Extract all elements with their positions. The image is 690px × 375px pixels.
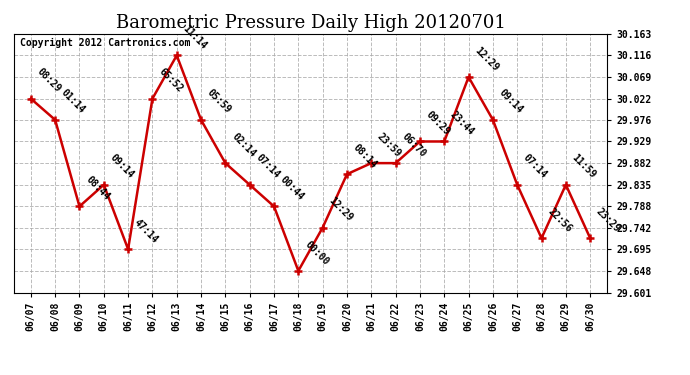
- Text: 06:70: 06:70: [400, 131, 428, 159]
- Text: 47:14: 47:14: [132, 217, 160, 245]
- Text: 02:14: 02:14: [230, 131, 257, 159]
- Text: 11:59: 11:59: [570, 153, 598, 181]
- Text: 09:14: 09:14: [108, 153, 136, 181]
- Text: 23:59: 23:59: [375, 131, 404, 159]
- Text: 23:44: 23:44: [448, 110, 476, 137]
- Title: Barometric Pressure Daily High 20120701: Barometric Pressure Daily High 20120701: [115, 14, 506, 32]
- Text: 07:14: 07:14: [522, 153, 549, 181]
- Text: 09:14: 09:14: [497, 88, 525, 116]
- Text: 23:29: 23:29: [594, 206, 622, 234]
- Text: 00:00: 00:00: [302, 239, 331, 267]
- Text: 65:52: 65:52: [157, 67, 184, 94]
- Text: 09:29: 09:29: [424, 110, 452, 137]
- Text: 12:29: 12:29: [473, 45, 500, 73]
- Text: 00:44: 00:44: [278, 174, 306, 202]
- Text: 22:56: 22:56: [546, 206, 573, 234]
- Text: Copyright 2012 Cartronics.com: Copyright 2012 Cartronics.com: [20, 38, 190, 48]
- Text: 01:14: 01:14: [59, 88, 87, 116]
- Text: 07:14: 07:14: [254, 153, 282, 181]
- Text: 05:59: 05:59: [205, 88, 233, 116]
- Text: 08:29: 08:29: [35, 67, 63, 94]
- Text: 08:44: 08:44: [83, 174, 112, 202]
- Text: 11:14: 11:14: [181, 23, 209, 51]
- Text: 08:14: 08:14: [351, 142, 379, 170]
- Text: 12:29: 12:29: [327, 196, 355, 223]
